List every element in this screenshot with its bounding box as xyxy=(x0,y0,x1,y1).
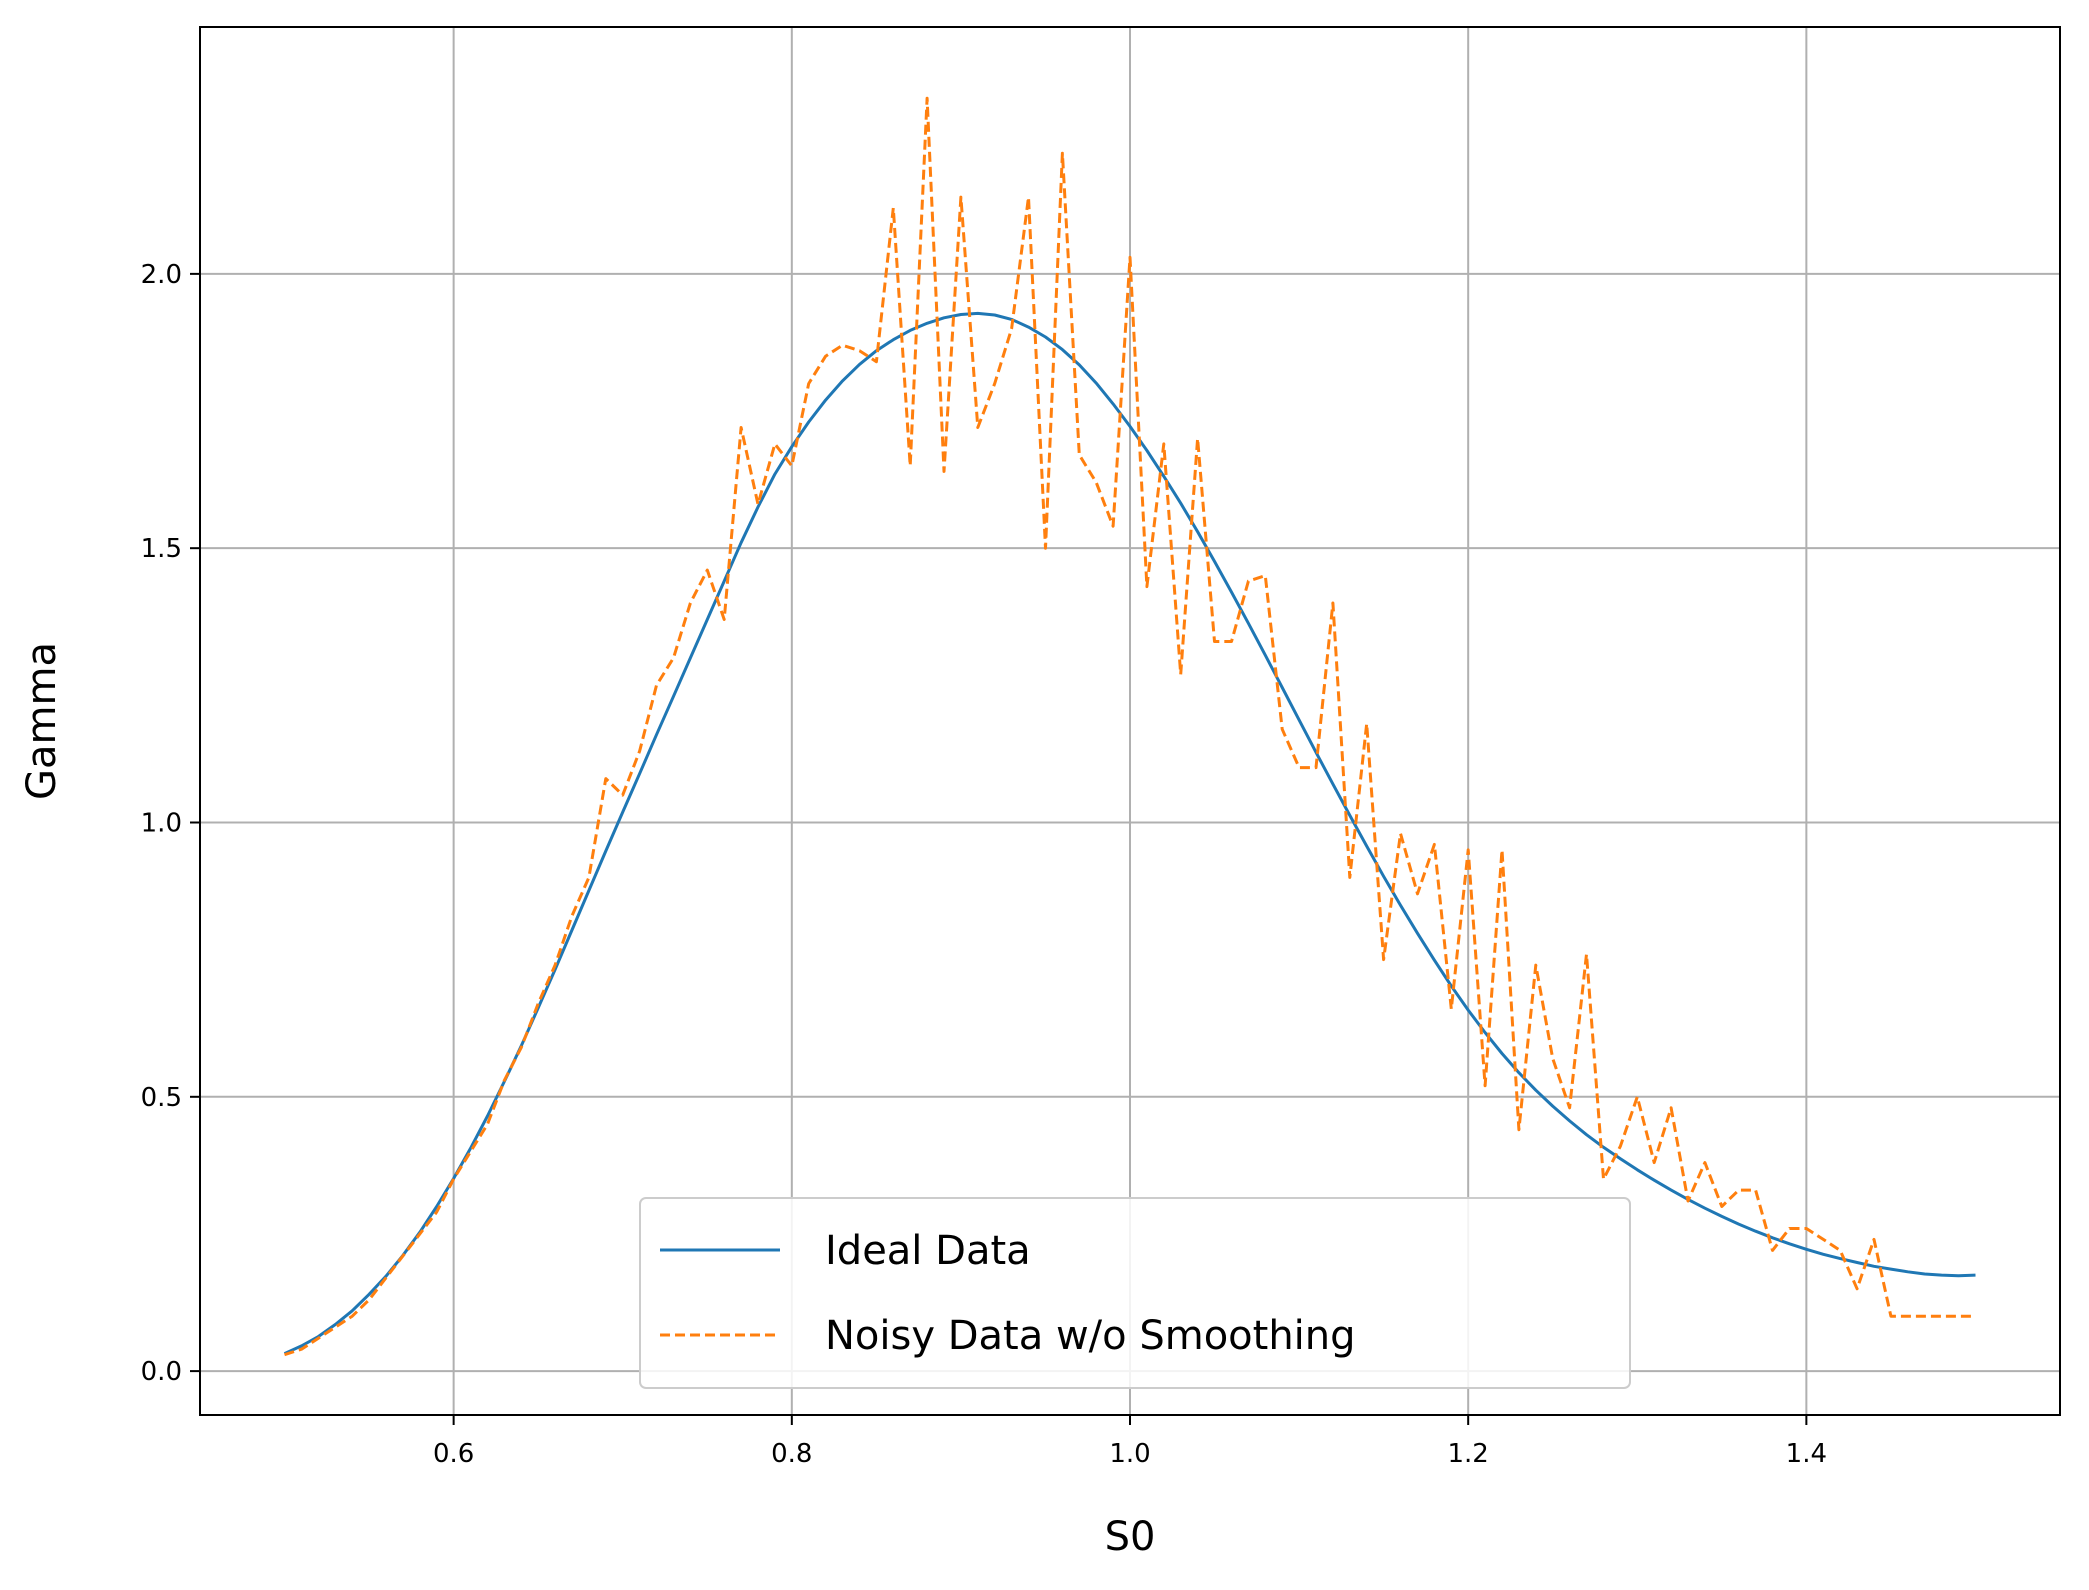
series-layer xyxy=(283,96,1976,1357)
legend: Ideal Data Noisy Data w/o Smoothing xyxy=(639,1197,1631,1389)
x-axis-title: S0 xyxy=(1105,1514,1156,1560)
series-line-noisy-data xyxy=(284,96,1976,1357)
y-tick-label: 2.0 xyxy=(141,260,182,290)
x-tick-label: 1.4 xyxy=(1786,1439,1827,1469)
y-tick-label: 0.0 xyxy=(141,1357,182,1387)
x-tick-label: 0.6 xyxy=(433,1439,474,1469)
y-tick-label: 0.5 xyxy=(141,1083,182,1113)
y-axis-title: Gamma xyxy=(19,642,65,800)
legend-label-ideal-data: Ideal Data xyxy=(825,1228,1031,1274)
x-tick-label: 1.0 xyxy=(1109,1439,1150,1469)
x-tick-label: 1.2 xyxy=(1448,1439,1489,1469)
x-tick-label: 0.8 xyxy=(771,1439,812,1469)
ticks: 0.6 0.8 1.0 1.2 1.4 0.0 0.5 1.0 1.5 2.0 xyxy=(141,260,1827,1469)
series-line-ideal-data xyxy=(283,311,1976,1355)
y-tick-label: 1.0 xyxy=(141,808,182,838)
y-tick-label: 1.5 xyxy=(141,534,182,564)
legend-label-noisy-data: Noisy Data w/o Smoothing xyxy=(825,1313,1356,1359)
legend-box xyxy=(639,1197,1631,1389)
